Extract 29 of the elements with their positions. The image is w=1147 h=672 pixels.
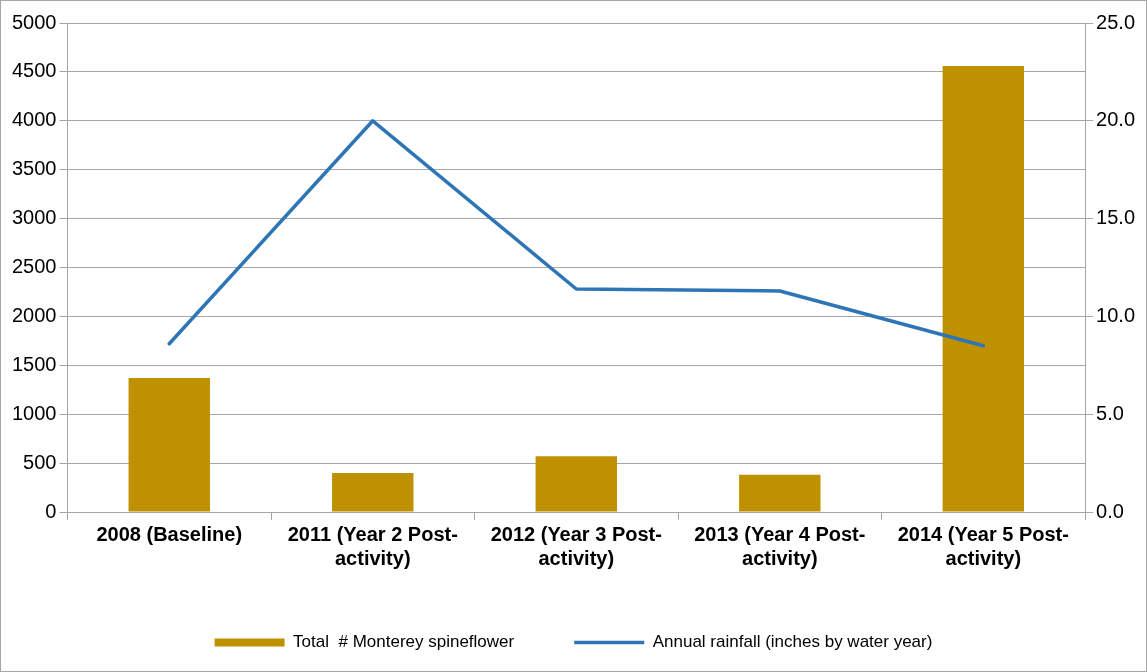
legend-label: Annual rainfall (inches by water year) (652, 632, 933, 652)
x-tick-label: 2011 (Year 2 Post-activity) (287, 522, 458, 569)
bar (128, 378, 210, 512)
y-tick-label: 4000 (11, 108, 57, 131)
bar (942, 66, 1025, 512)
y-tick-label: 1000 (11, 401, 57, 424)
bar (535, 456, 617, 512)
y-tick-label: 0 (45, 499, 57, 522)
y2-tick-label: 10.0 (1096, 303, 1136, 326)
bar (739, 474, 821, 512)
y-tick-label: 2500 (11, 255, 57, 278)
y-tick-label: 3000 (11, 206, 57, 229)
legend-label: Total # Monterey spineflower (293, 632, 515, 652)
y2-tick-label: 5.0 (1096, 401, 1124, 424)
y-tick-label: 4500 (11, 59, 57, 82)
y-tick-label: 500 (23, 450, 57, 473)
y-tick-label: 3500 (11, 157, 57, 180)
y-tick-label: 1500 (11, 352, 57, 375)
bar (332, 472, 414, 512)
x-tick-label: 2012 (Year 3 Post-activity) (490, 522, 662, 569)
x-tick-label: 2008 (Baseline) (96, 522, 243, 545)
y2-tick-label: 20.0 (1096, 108, 1136, 131)
y2-tick-label: 0.0 (1096, 499, 1124, 522)
y-tick-label: 2000 (11, 303, 57, 326)
x-tick-label: 2013 (Year 4 Post-activity) (694, 522, 866, 569)
x-tick-label: 2014 (Year 5 Post-activity) (897, 522, 1069, 569)
y2-tick-label: 15.0 (1096, 206, 1136, 229)
y2-tick-label: 25.0 (1096, 10, 1136, 33)
y-tick-label: 5000 (11, 10, 57, 33)
